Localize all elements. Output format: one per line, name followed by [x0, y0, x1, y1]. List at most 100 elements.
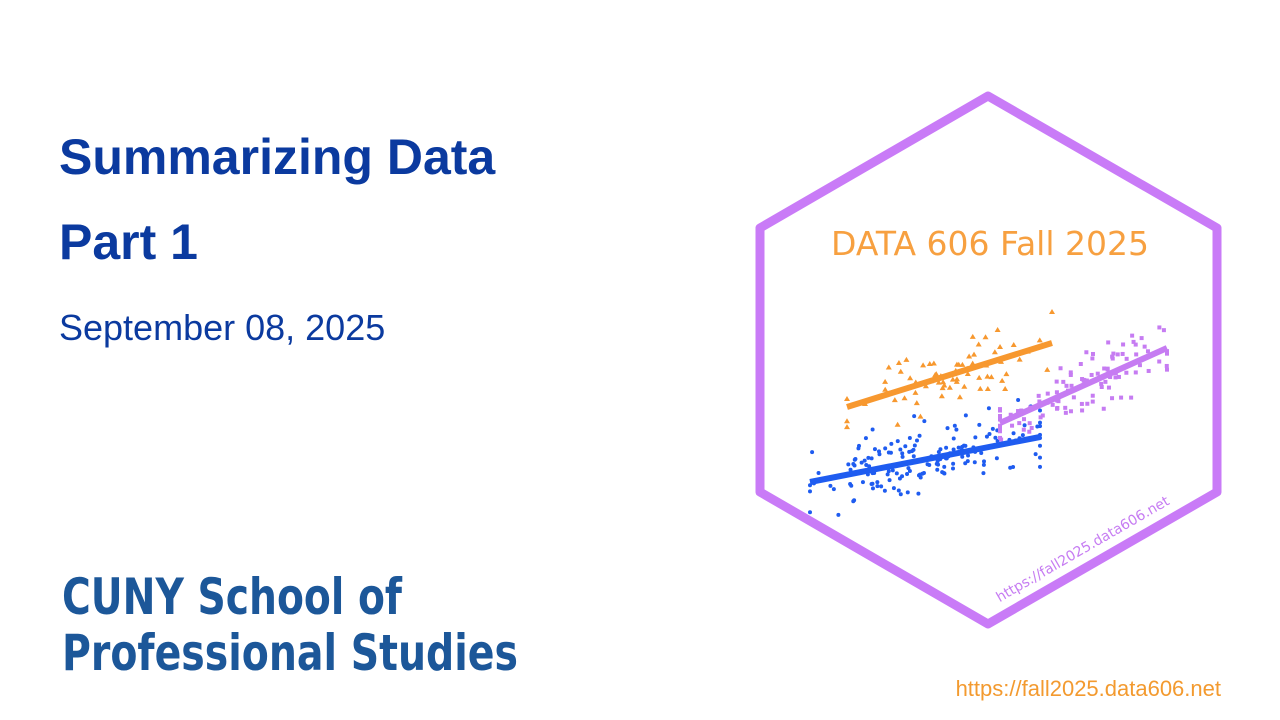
- date: September 08, 2025: [59, 307, 385, 348]
- scatter-point: [1142, 344, 1147, 349]
- scatter-point: [1068, 372, 1073, 377]
- scatter-point: [991, 349, 998, 355]
- scatter-point: [963, 461, 968, 466]
- scatter-point: [1068, 409, 1073, 414]
- scatter-point: [1078, 362, 1083, 367]
- scatter-point: [979, 451, 984, 456]
- scatter-point: [889, 441, 894, 446]
- scatter-point: [869, 456, 874, 461]
- scatter-point: [1106, 385, 1111, 390]
- scatter-point: [1037, 399, 1042, 404]
- scatter-point: [951, 461, 956, 466]
- scatter-point: [1063, 410, 1068, 415]
- scatter-point: [981, 462, 986, 467]
- title: Summarizing Data: [59, 129, 496, 185]
- scatter-point: [1089, 372, 1094, 377]
- scatter-point: [891, 486, 896, 491]
- scatter-point: [898, 447, 903, 452]
- scatter-point: [941, 471, 946, 476]
- scatter-point: [1036, 337, 1043, 343]
- scatter-point: [808, 510, 812, 515]
- scatter-point: [914, 438, 919, 443]
- scatter-point: [1124, 356, 1129, 361]
- scatter-point: [1110, 396, 1115, 401]
- scatter-point: [1027, 421, 1032, 426]
- scatter-point: [1133, 370, 1138, 375]
- scatter-point: [879, 484, 884, 489]
- scatter-point: [836, 512, 841, 517]
- scatter-point: [1090, 356, 1095, 361]
- scatter-point: [875, 484, 880, 489]
- scatter-point: [999, 377, 1006, 383]
- scatter-point: [1139, 336, 1144, 341]
- scatter-point: [1063, 405, 1068, 410]
- trend-line: [846, 340, 1053, 410]
- scatter-point: [887, 478, 892, 483]
- scatter-point: [882, 386, 889, 392]
- scatter-point: [870, 486, 875, 491]
- scatter-point: [956, 394, 963, 400]
- scatter-point: [1121, 342, 1126, 347]
- scatter-point: [969, 333, 976, 339]
- scatter-point: [954, 427, 959, 432]
- scatter-point: [1085, 401, 1090, 406]
- scatter-point: [882, 488, 887, 493]
- scatter-point: [951, 447, 956, 452]
- scatter-point: [976, 374, 983, 380]
- scatter-point: [907, 468, 912, 473]
- scatter-point: [1095, 371, 1100, 376]
- scatter-point: [951, 436, 956, 441]
- scatter-point: [1080, 377, 1085, 382]
- scatter-point: [895, 439, 900, 444]
- scatter-point: [1133, 342, 1138, 347]
- scatter-point: [870, 427, 875, 432]
- scatter-point: [1157, 359, 1162, 364]
- scatter-point: [1002, 386, 1009, 392]
- scatter-point: [1106, 340, 1111, 345]
- scatter-point: [898, 492, 903, 497]
- scatter-point: [1038, 420, 1042, 425]
- scatter-point: [911, 454, 916, 459]
- scatter-point: [894, 471, 899, 476]
- scatter-point: [1038, 443, 1042, 448]
- scatter-point: [944, 445, 949, 450]
- scatter-point: [1036, 393, 1041, 398]
- scatter-point: [1022, 423, 1027, 428]
- scatter-point: [1105, 366, 1110, 371]
- url[interactable]: https://fall2025.data606.net: [956, 676, 1221, 701]
- scatter-point: [998, 435, 1002, 440]
- scatter-point: [993, 435, 998, 440]
- scatter-point: [1016, 356, 1023, 362]
- scatter-point: [949, 376, 956, 382]
- scatter-point: [848, 467, 853, 472]
- scatter-point: [1111, 351, 1116, 356]
- scatter-point: [1069, 383, 1074, 388]
- scatter-point: [869, 481, 874, 486]
- scatter-point: [998, 413, 1002, 418]
- scatter-point: [1038, 408, 1042, 413]
- scatter-point: [911, 447, 916, 452]
- scatter-point: [907, 375, 914, 381]
- scatter-point: [960, 444, 965, 449]
- scatter-point: [961, 383, 968, 389]
- scatter-point: [1099, 381, 1104, 386]
- scatter-point: [998, 408, 1002, 413]
- scatter-point: [956, 445, 961, 450]
- scatter-point: [945, 426, 950, 431]
- scatter-point: [1145, 349, 1150, 354]
- scatter-point: [955, 361, 962, 367]
- scatter-point: [849, 483, 854, 488]
- scatter-point: [866, 455, 871, 460]
- scatter-point: [857, 443, 862, 448]
- scatter-point: [935, 467, 940, 472]
- scatter-point: [891, 397, 898, 403]
- scatter-point: [984, 385, 991, 391]
- scatter-point: [890, 468, 895, 473]
- scatter-point: [877, 452, 882, 457]
- sticker-title: DATA 606 Fall 2025: [831, 224, 1149, 263]
- scatter-point: [990, 426, 995, 431]
- scatter-point: [966, 353, 973, 359]
- scatter-point: [1016, 398, 1021, 403]
- scatter-point: [1020, 433, 1025, 438]
- scatter-point: [1064, 383, 1069, 388]
